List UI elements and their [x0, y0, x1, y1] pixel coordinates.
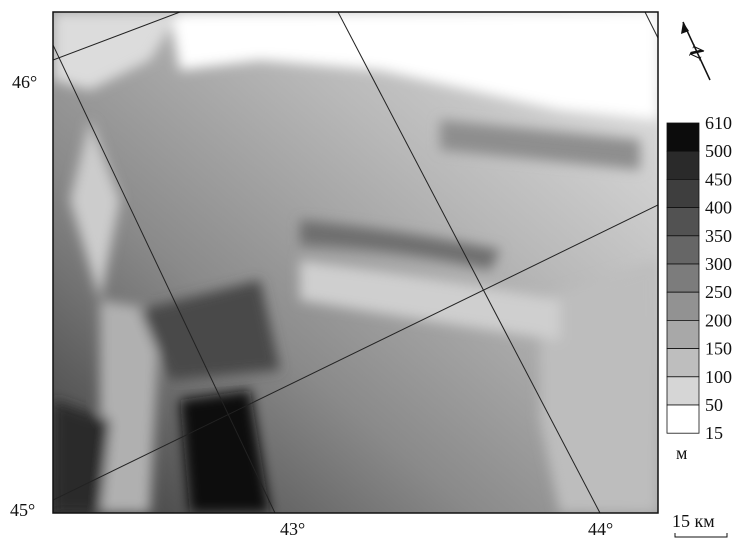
legend-level: 100: [705, 367, 732, 387]
lat-label: 46°: [12, 72, 37, 92]
legend-level: 200: [705, 310, 732, 330]
north-arrow: N: [681, 22, 710, 80]
legend-unit: м: [676, 443, 687, 463]
legend-swatch: [667, 349, 699, 377]
page: 46° 45° 43° 44° N 610 500 450 400 350 300 250 2…: [0, 0, 741, 546]
lat-label: 45°: [10, 500, 35, 520]
legend-swatch: [667, 123, 699, 151]
legend-level: 250: [705, 282, 732, 302]
north-label: N: [685, 42, 709, 62]
scale-line: [675, 533, 727, 537]
lon-label: 44°: [588, 519, 613, 539]
legend-swatch: [667, 151, 699, 179]
scale-label: 15 км: [672, 511, 715, 531]
legend-level: 400: [705, 198, 732, 218]
legend-level: 500: [705, 141, 732, 161]
lon-label: 43°: [280, 519, 305, 539]
legend-level: 50: [705, 395, 723, 415]
legend: 610 500 450 400 350 300 250 200 150 100 50 15 м: [667, 113, 732, 463]
legend-level: 350: [705, 226, 732, 246]
legend-level: 610: [705, 113, 732, 133]
legend-level: 150: [705, 339, 732, 359]
legend-swatch: [667, 405, 699, 433]
legend-swatch: [667, 236, 699, 264]
legend-swatch: [667, 320, 699, 348]
legend-swatch: [667, 208, 699, 236]
legend-swatch: [667, 264, 699, 292]
legend-level: 450: [705, 169, 732, 189]
scale-bar: 15 км: [672, 511, 727, 537]
terrain: [53, 12, 658, 513]
map-figure: 46° 45° 43° 44° N 610 500 450 400 350 300 250 2…: [0, 0, 741, 541]
legend-level: 300: [705, 254, 732, 274]
legend-swatch: [667, 292, 699, 320]
legend-level: 15: [705, 423, 723, 443]
legend-swatch: [667, 179, 699, 207]
legend-swatch: [667, 377, 699, 405]
